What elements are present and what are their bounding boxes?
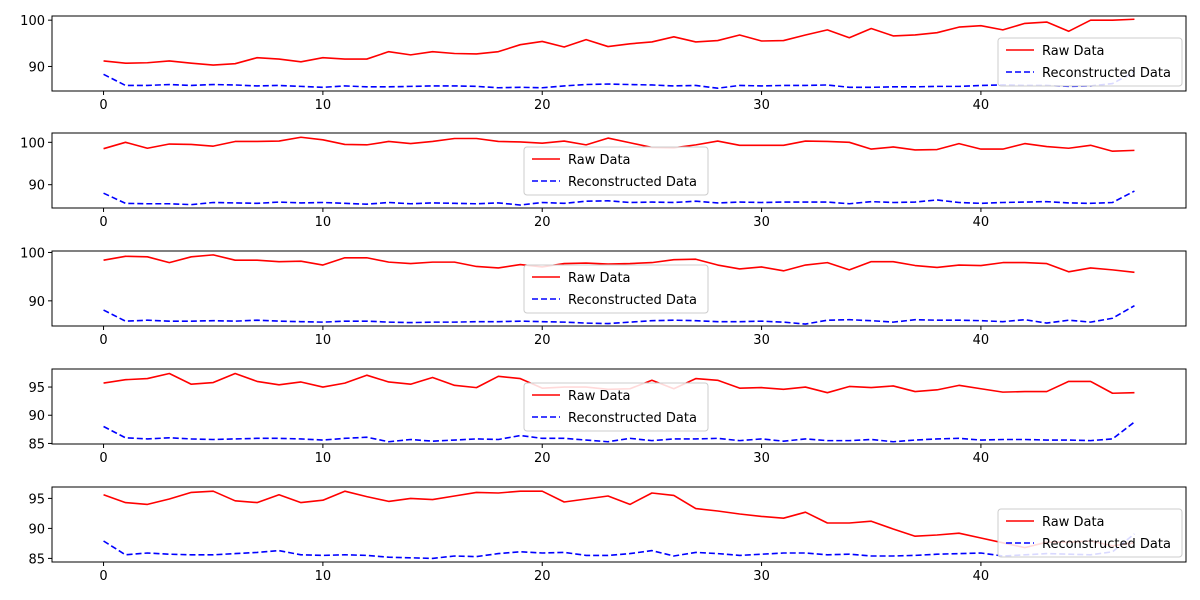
y-tick-label: 85 [28, 437, 45, 452]
x-tick-label: 40 [973, 333, 990, 348]
legend-label: Reconstructed Data [568, 293, 697, 308]
x-tick-label: 0 [99, 215, 107, 230]
reconstructed-data-line-3 [103, 304, 1135, 325]
raw-data-line-1 [103, 18, 1135, 66]
legend-box [523, 146, 709, 196]
legend-label: Raw Data [568, 153, 631, 168]
x-tick-label: 40 [973, 215, 990, 230]
raw-data-line-2 [103, 136, 1135, 153]
x-tick-label: 0 [99, 451, 107, 466]
legend-box [997, 37, 1183, 87]
legend-label: Raw Data [1042, 44, 1105, 59]
reconstructed-data-line-2 [103, 190, 1135, 206]
x-tick-label: 30 [753, 333, 770, 348]
legend-label: Raw Data [568, 389, 631, 404]
raw-data-line-3 [103, 254, 1135, 274]
subplot-5: 0 10 20 30 40 85 90 95 Raw Data Reconstructed Dat… [28, 486, 1187, 584]
reconstructed-data-line-1 [103, 70, 1135, 90]
legend-label: Raw Data [1042, 515, 1105, 530]
x-tick-label: 40 [973, 98, 990, 113]
x-tick-label: 20 [534, 451, 551, 466]
legend-label: Reconstructed Data [568, 175, 697, 190]
subplot-4: 0 10 20 30 40 85 90 95 Raw Data Reconstructed Dat… [28, 368, 1187, 466]
axes-frame [51, 132, 1187, 209]
axes-frame [51, 15, 1187, 92]
subplot-3: 0 10 20 30 40 90 100 Raw Data Reconstructed Data [20, 246, 1187, 348]
legend-label: Reconstructed Data [1042, 66, 1171, 81]
x-tick-label: 10 [315, 569, 332, 584]
legend-box [523, 264, 709, 314]
legend-box [523, 382, 709, 432]
subplot-1: 0 10 20 30 40 90 100 Raw Data Reconstructed Data [20, 14, 1187, 113]
x-tick-label: 0 [99, 98, 107, 113]
x-tick-label: 40 [973, 451, 990, 466]
x-tick-label: 20 [534, 98, 551, 113]
x-tick-label: 10 [315, 451, 332, 466]
legend: Raw Data Reconstructed Data [523, 146, 709, 196]
x-tick-label: 10 [315, 215, 332, 230]
y-tick-label: 85 [28, 552, 45, 567]
axes-frame [51, 250, 1187, 327]
y-tick-label: 100 [20, 14, 45, 29]
legend: Raw Data Reconstructed Data [997, 508, 1183, 558]
legend: Raw Data Reconstructed Data [997, 37, 1183, 87]
x-tick-label: 0 [99, 333, 107, 348]
legend-label: Reconstructed Data [568, 411, 697, 426]
y-tick-label: 90 [28, 179, 45, 194]
legend: Raw Data Reconstructed Data [523, 264, 709, 314]
x-tick-label: 0 [99, 569, 107, 584]
x-tick-label: 40 [973, 569, 990, 584]
reconstructed-data-line-5 [103, 533, 1135, 560]
legend-box [997, 508, 1183, 558]
axes-frame [51, 486, 1187, 563]
raw-data-line-5 [103, 490, 1135, 549]
x-tick-label: 10 [315, 98, 332, 113]
x-tick-label: 30 [753, 569, 770, 584]
x-tick-label: 30 [753, 215, 770, 230]
y-tick-label: 100 [20, 246, 45, 261]
y-tick-label: 90 [28, 522, 45, 537]
x-tick-label: 10 [315, 333, 332, 348]
y-tick-label: 90 [28, 60, 45, 75]
subplot-2: 0 10 20 30 40 90 100 Raw Data Reconstructed Data [20, 132, 1187, 230]
legend-label: Raw Data [568, 271, 631, 286]
legend: Raw Data Reconstructed Data [523, 382, 709, 432]
y-tick-label: 90 [28, 409, 45, 424]
y-tick-label: 100 [20, 136, 45, 151]
y-tick-label: 95 [28, 492, 45, 507]
x-tick-label: 20 [534, 215, 551, 230]
y-tick-label: 90 [28, 295, 45, 310]
x-tick-label: 20 [534, 333, 551, 348]
axes-frame [51, 368, 1187, 445]
legend-label: Reconstructed Data [1042, 537, 1171, 552]
x-tick-label: 20 [534, 569, 551, 584]
y-tick-label: 95 [28, 381, 45, 396]
reconstructed-data-line-4 [103, 421, 1135, 443]
x-tick-label: 30 [753, 98, 770, 113]
x-tick-label: 30 [753, 451, 770, 466]
